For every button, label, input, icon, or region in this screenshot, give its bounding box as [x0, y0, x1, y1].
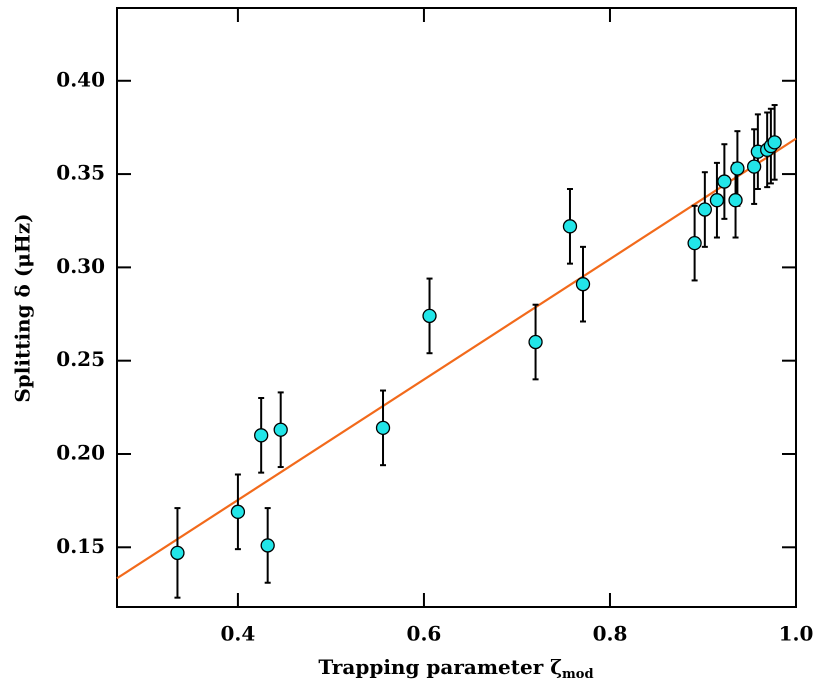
data-point: [767, 135, 782, 150]
data-point: [730, 161, 745, 176]
y-tick-label: 0.30: [56, 254, 105, 278]
data-point: [575, 277, 591, 292]
data-point: [273, 422, 288, 437]
data-point: [260, 538, 275, 553]
plot-frame: [116, 7, 797, 608]
data-point: [170, 545, 185, 561]
data-point: [746, 159, 762, 174]
y-axis-label: Splitting δ (μHz): [11, 213, 35, 402]
data-point: [254, 428, 269, 443]
x-tick-label: 1.0: [779, 622, 814, 646]
data-point: [528, 334, 543, 350]
y-tick-label: 0.35: [56, 161, 105, 185]
y-tick-label: 0.25: [56, 347, 105, 371]
y-tick-label: 0.15: [56, 534, 105, 558]
x-tick-label: 0.8: [593, 622, 628, 646]
data-point: [422, 308, 437, 324]
data-point: [697, 202, 712, 217]
data-point: [728, 193, 743, 208]
data-point: [375, 420, 391, 436]
y-tick-label: 0.40: [56, 67, 105, 91]
data-point: [717, 174, 732, 189]
x-tick-label: 0.4: [221, 622, 256, 646]
data-point: [562, 219, 578, 234]
data-point: [687, 235, 702, 251]
x-axis-label: Trapping parameter ζmod: [318, 655, 593, 682]
y-tick-label: 0.20: [56, 440, 105, 464]
data-point: [709, 193, 725, 208]
data-point: [230, 504, 246, 519]
fit-line: [116, 137, 797, 580]
x-tick-label: 0.6: [407, 622, 442, 646]
